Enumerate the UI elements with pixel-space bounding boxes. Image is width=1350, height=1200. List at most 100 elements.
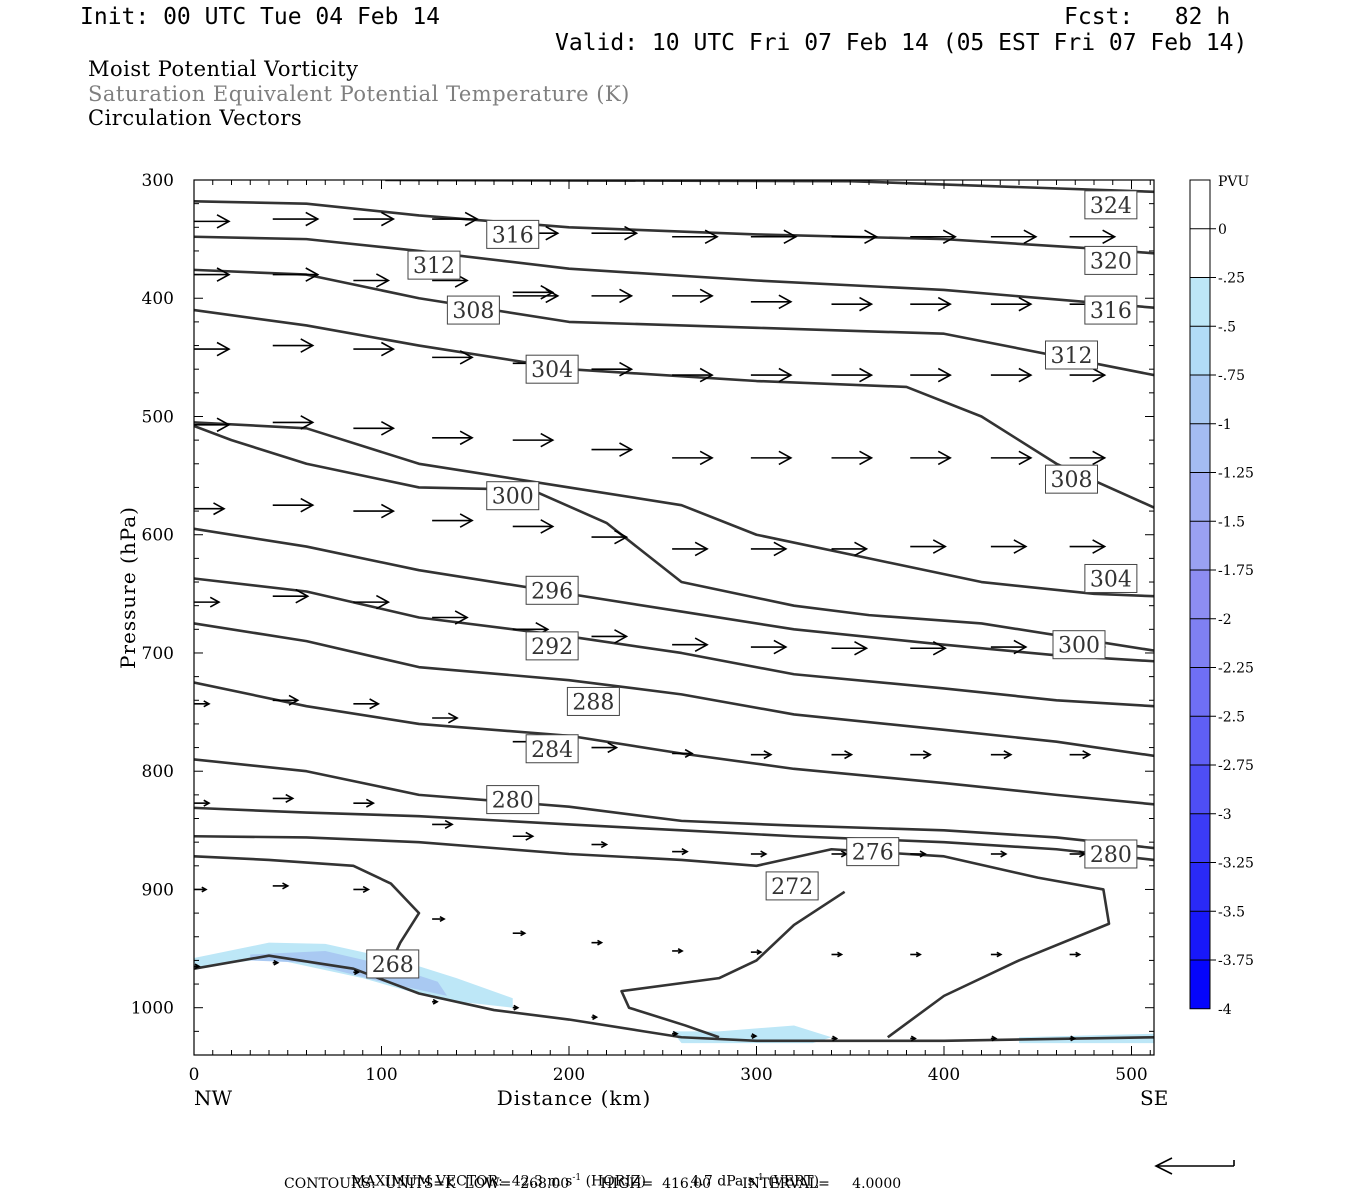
vector-arrow: [990, 296, 1033, 312]
vector-head: [694, 637, 709, 652]
vector-arrow: [910, 539, 947, 554]
colorbar-swatch: [1190, 667, 1210, 717]
vector-head: [699, 367, 714, 383]
vector-head: [1018, 450, 1033, 466]
vector-arrow: [750, 294, 793, 310]
contour-line: [194, 806, 1154, 862]
vector-head: [1013, 539, 1028, 554]
vector-head: [1092, 367, 1107, 383]
vector-arrow: [750, 949, 763, 956]
contour-label-text: 312: [1051, 344, 1093, 369]
vector-head: [760, 850, 768, 858]
vector-arrow: [750, 541, 788, 557]
vector-head: [300, 415, 315, 430]
vector-arrow: [831, 229, 879, 245]
vector-arrow: [1069, 450, 1107, 466]
vector-arrow: [1069, 539, 1107, 554]
contour-label-box: [1084, 563, 1138, 593]
contour-label-text: 276: [852, 841, 894, 866]
vector-head: [1000, 850, 1008, 858]
vector-head: [991, 1035, 998, 1042]
vector-arrow: [512, 1004, 520, 1011]
colorbar-label: -2: [1218, 612, 1232, 628]
y-tick-label: 800: [142, 762, 174, 782]
vector-head: [203, 799, 211, 807]
theta-es-contours: [194, 180, 1154, 1043]
vector-arrow: [353, 798, 376, 808]
vector-arrow: [512, 519, 555, 534]
vector-head: [432, 998, 439, 1005]
horiz-exponent: -1: [572, 1173, 582, 1183]
vector-arrow: [1069, 367, 1107, 383]
colorbar-label: -2.25: [1218, 661, 1254, 677]
contour-line: [194, 421, 1154, 598]
colorbar-swatch: [1190, 375, 1210, 424]
vector-head: [520, 930, 527, 937]
contour-label: 296: [525, 575, 579, 605]
contour-label-text: 320: [1090, 249, 1132, 274]
x-axis-label: Distance (km): [497, 1086, 652, 1110]
vector-head: [699, 288, 714, 304]
vector-arrow: [432, 610, 469, 625]
contour-label: 316: [486, 219, 540, 249]
colorbar-label: -.5: [1218, 319, 1236, 335]
vector-head: [704, 229, 719, 245]
contour-label-text: 316: [492, 223, 534, 248]
contour-label: 308: [446, 295, 500, 325]
colorbar-swatch: [1190, 862, 1210, 912]
vector-head: [597, 939, 604, 946]
vector-head: [932, 640, 947, 656]
contour-label: 312: [407, 250, 461, 280]
contour-label: 288: [566, 686, 620, 716]
vector-head: [607, 742, 619, 754]
vector-arrow: [831, 541, 869, 557]
vector-arrow: [591, 939, 604, 946]
vector-head: [454, 610, 469, 625]
vector-head: [375, 594, 391, 610]
vector-arrow: [672, 229, 719, 245]
colorbar-label: -1.75: [1218, 563, 1254, 579]
contour-line: [194, 758, 1154, 850]
vector-head: [216, 267, 231, 282]
vector-head: [1070, 1035, 1077, 1042]
max-vector-horiz-unit: (HORIZ): [585, 1173, 646, 1190]
contour-label-text: 300: [1058, 634, 1100, 659]
vector-arrow: [672, 848, 689, 856]
vector-arrow: [831, 850, 849, 858]
max-vector-head: [1154, 1157, 1173, 1175]
vector-head: [288, 694, 300, 706]
vector-head: [300, 338, 315, 353]
vector-arrow: [990, 367, 1033, 383]
vector-arrow: [910, 951, 922, 958]
vector-arrow: [272, 211, 320, 227]
vector-arrow: [272, 338, 315, 353]
vector-head: [1018, 296, 1033, 312]
contour-label-box: [1084, 839, 1138, 869]
vector-head: [447, 712, 459, 724]
title-theta-es: Saturation Equivalent Potential Temperat…: [88, 82, 630, 106]
vector-arrow: [194, 214, 231, 229]
vector-arrow: [831, 296, 874, 312]
colorbar-label: -3.75: [1218, 953, 1254, 969]
contour-line: [194, 954, 1154, 1043]
vector-head: [859, 450, 874, 466]
vector-arrow: [910, 229, 957, 245]
contour-label-text: 316: [1090, 299, 1132, 324]
vector-head: [305, 267, 320, 282]
vector-head: [844, 750, 854, 760]
vector-arrow: [194, 700, 211, 708]
vector-arrow: [672, 367, 714, 383]
contour-label: 324: [1084, 190, 1138, 220]
y-tick-label: 1000: [131, 999, 174, 1019]
contour-line: [194, 199, 1154, 255]
circulation-vectors: [194, 211, 1117, 1042]
vector-head: [996, 951, 1003, 958]
vector-head: [1092, 539, 1107, 554]
vector-arrow: [831, 951, 844, 958]
vector-head: [773, 541, 788, 557]
vector-head: [285, 793, 295, 803]
vector-head: [937, 367, 952, 383]
vector-arrow: [272, 497, 315, 513]
vector-head: [864, 229, 879, 245]
vector-arrow: [990, 450, 1033, 466]
